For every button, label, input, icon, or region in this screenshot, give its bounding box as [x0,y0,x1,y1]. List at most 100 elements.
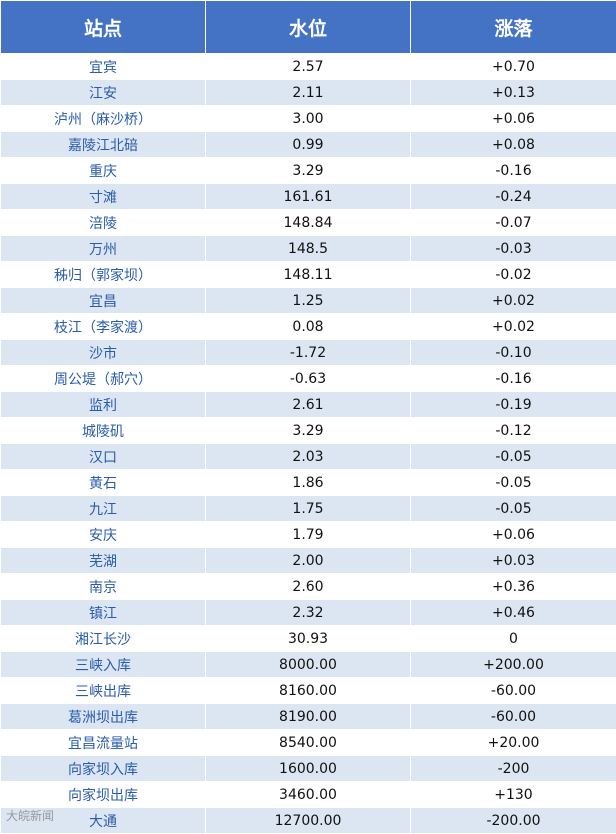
table-row: 枝江（李家渡）0.08+0.02 [1,314,616,340]
station-cell: 枝江（李家渡） [1,314,206,340]
value-cell: +200.00 [411,652,616,678]
value-cell: 2.60 [206,574,411,600]
station-cell: 葛洲坝出库 [1,704,206,730]
value-cell: 30.93 [206,626,411,652]
value-cell: 3.29 [206,158,411,184]
station-cell: 九江 [1,496,206,522]
station-cell: 重庆 [1,158,206,184]
station-cell: 三峡出库 [1,678,206,704]
station-cell: 监利 [1,392,206,418]
station-cell: 向家坝出库 [1,782,206,808]
value-cell: +0.13 [411,80,616,106]
station-cell: 寸滩 [1,184,206,210]
value-cell: 8540.00 [206,730,411,756]
station-cell: 泸州（麻沙桥） [1,106,206,132]
station-cell: 秭归（郭家坝） [1,262,206,288]
value-cell: -0.03 [411,236,616,262]
station-cell: 宜宾 [1,54,206,80]
value-cell: 2.32 [206,600,411,626]
value-cell: -0.19 [411,392,616,418]
value-cell: -0.16 [411,158,616,184]
value-cell: 148.84 [206,210,411,236]
value-cell: -0.63 [206,366,411,392]
station-cell: 三峡入库 [1,652,206,678]
station-cell: 涪陵 [1,210,206,236]
value-cell: -0.05 [411,444,616,470]
header-cell: 涨落 [411,1,616,54]
value-cell: 0.08 [206,314,411,340]
value-cell: +0.36 [411,574,616,600]
watermark: 大皖新闻 [6,807,54,824]
value-cell: 2.00 [206,548,411,574]
value-cell: +20.00 [411,730,616,756]
value-cell: -0.24 [411,184,616,210]
value-cell: 1.86 [206,470,411,496]
station-cell: 湘江长沙 [1,626,206,652]
station-cell: 安庆 [1,522,206,548]
value-cell: 1.79 [206,522,411,548]
value-cell: +0.02 [411,288,616,314]
station-cell: 江安 [1,80,206,106]
station-cell: 汉口 [1,444,206,470]
value-cell: +0.06 [411,522,616,548]
value-cell: 148.5 [206,236,411,262]
value-cell: -1.72 [206,340,411,366]
value-cell: 2.11 [206,80,411,106]
value-cell: -0.07 [411,210,616,236]
station-cell: 周公堤（郝穴） [1,366,206,392]
value-cell: +0.02 [411,314,616,340]
value-cell: +0.46 [411,600,616,626]
value-cell: 1600.00 [206,756,411,782]
value-cell: 8160.00 [206,678,411,704]
value-cell: +0.03 [411,548,616,574]
value-cell: 1.75 [206,496,411,522]
value-cell: -0.12 [411,418,616,444]
header-cell: 水位 [206,1,411,54]
station-cell: 宜昌 [1,288,206,314]
table-row: 秭归（郭家坝）148.11-0.02 [1,262,616,288]
value-cell: -60.00 [411,704,616,730]
station-cell: 向家坝入库 [1,756,206,782]
value-cell: 2.57 [206,54,411,80]
header-cell: 站点 [1,1,206,54]
station-cell: 镇江 [1,600,206,626]
table-row: 周公堤（郝穴）-0.63-0.16 [1,366,616,392]
value-cell: +0.06 [411,106,616,132]
value-cell: 0 [411,626,616,652]
value-cell: 8190.00 [206,704,411,730]
value-cell: 1.25 [206,288,411,314]
table-row: 沙市-1.72-0.10 [1,340,616,366]
value-cell: 2.61 [206,392,411,418]
header-row: 站点水位涨落 [1,1,616,54]
value-cell: -60.00 [411,678,616,704]
value-cell: 148.11 [206,262,411,288]
station-cell: 黄石 [1,470,206,496]
value-cell: -0.02 [411,262,616,288]
value-cell: 3.29 [206,418,411,444]
value-cell: +0.08 [411,132,616,158]
station-cell: 南京 [1,574,206,600]
value-cell: -0.16 [411,366,616,392]
